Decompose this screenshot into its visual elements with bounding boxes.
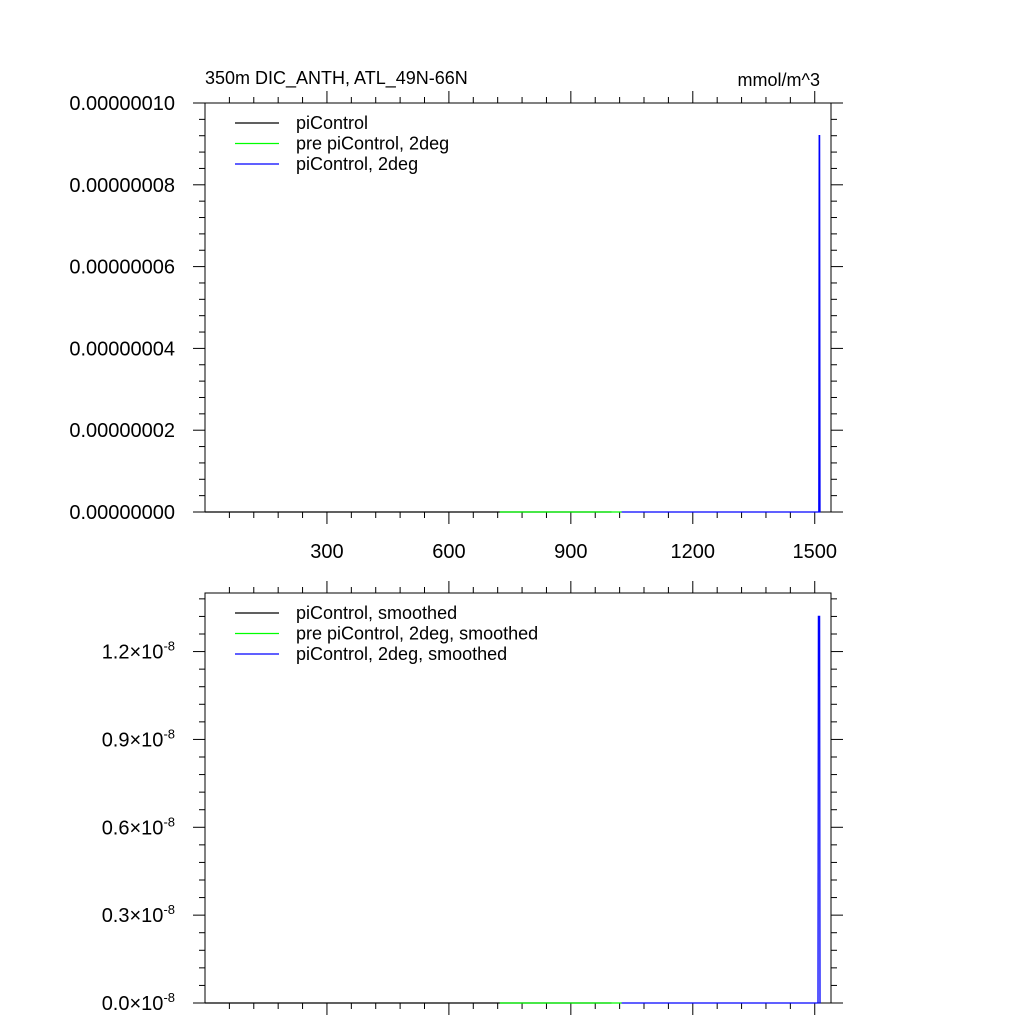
y-tick-label: 0.00000008 — [69, 175, 175, 197]
y-tick-label: 0.00000006 — [69, 257, 175, 279]
x-tick-label: 300 — [310, 541, 343, 563]
y-tick-label: 0.00000004 — [69, 338, 175, 360]
y-tick-label: 0.0×10-8 — [102, 990, 175, 1015]
y-tick-label: 0.3×10-8 — [102, 902, 175, 927]
legend-label: piControl — [296, 113, 368, 133]
top-ticks — [193, 91, 843, 524]
top-x-tick-labels: 300 600 900 1200 1500 — [310, 541, 837, 563]
y-tick-label: 0.00000002 — [69, 420, 175, 442]
y-tick-label: 0.00000010 — [69, 93, 175, 115]
top-panel: 350m DIC_ANTH, ATL_49N-66N mmol/m^3 300 6… — [69, 68, 843, 563]
x-tick-label: 1500 — [792, 541, 837, 563]
legend-label: pre piControl, 2deg, smoothed — [296, 624, 538, 644]
bottom-y-tick-labels: 0.0×10-8 0.3×10-8 0.6×10-8 0.9×10-8 1.2×10-8 — [102, 639, 175, 1015]
legend-label: piControl, 2deg — [296, 154, 418, 174]
top-y-tick-labels: 0.00000000 0.00000002 0.00000004 0.00000006… — [69, 93, 175, 524]
y-tick-label: 1.2×10-8 — [102, 639, 175, 664]
x-tick-label: 1200 — [671, 541, 716, 563]
legend-label: pre piControl, 2deg — [296, 134, 449, 154]
y-tick-label: 0.00000000 — [69, 502, 175, 524]
bottom-panel: 0.0×10-8 0.3×10-8 0.6×10-8 0.9×10-8 1.2×10-8… — [102, 581, 843, 1015]
bottom-series — [205, 615, 821, 1004]
x-tick-label: 900 — [554, 541, 587, 563]
series-line-2 — [621, 135, 821, 513]
legend-label: piControl, 2deg, smoothed — [296, 644, 507, 664]
y-tick-label: 0.6×10-8 — [102, 814, 175, 839]
y-tick-label: 0.9×10-8 — [102, 726, 175, 751]
top-series — [205, 135, 821, 513]
x-tick-label: 600 — [432, 541, 465, 563]
bottom-ticks — [193, 581, 843, 1015]
chart-title: 350m DIC_ANTH, ATL_49N-66N — [205, 68, 468, 89]
legend-label: piControl, smoothed — [296, 603, 457, 623]
units-label: mmol/m^3 — [738, 70, 820, 90]
series-line-2 — [621, 615, 821, 1004]
